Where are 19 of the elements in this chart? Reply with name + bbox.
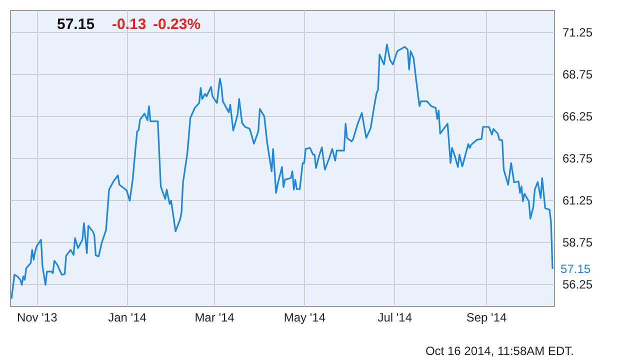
y-tick-label: 61.25: [562, 194, 593, 208]
x-tick-label: Sep '14: [466, 310, 507, 324]
y-tick-label: 58.75: [562, 236, 593, 250]
line-series: [10, 44, 554, 300]
y-tick-label: 71.25: [562, 25, 593, 40]
text: Oct 16 2014, 11:58AM EDT.: [425, 344, 574, 358]
annotation: -0.23%: [153, 16, 201, 33]
y-tick-label: 68.75: [562, 67, 593, 82]
x-tick-label: Jul '14: [378, 310, 412, 324]
x-tick-label: Jan '14: [108, 310, 147, 324]
x-tick-label: Nov '13: [16, 310, 58, 324]
y-tick-label: 66.25: [562, 109, 593, 124]
annotation: -0.13: [112, 16, 146, 33]
y-tick-label: 63.75: [562, 152, 593, 166]
chart-title: 57.15: [57, 16, 95, 33]
x-tick-label: May '14: [284, 310, 326, 324]
annotation: 57.15: [560, 262, 591, 276]
y-tick-label: 56.25: [562, 278, 593, 292]
x-tick-label: Mar '14: [194, 310, 235, 324]
